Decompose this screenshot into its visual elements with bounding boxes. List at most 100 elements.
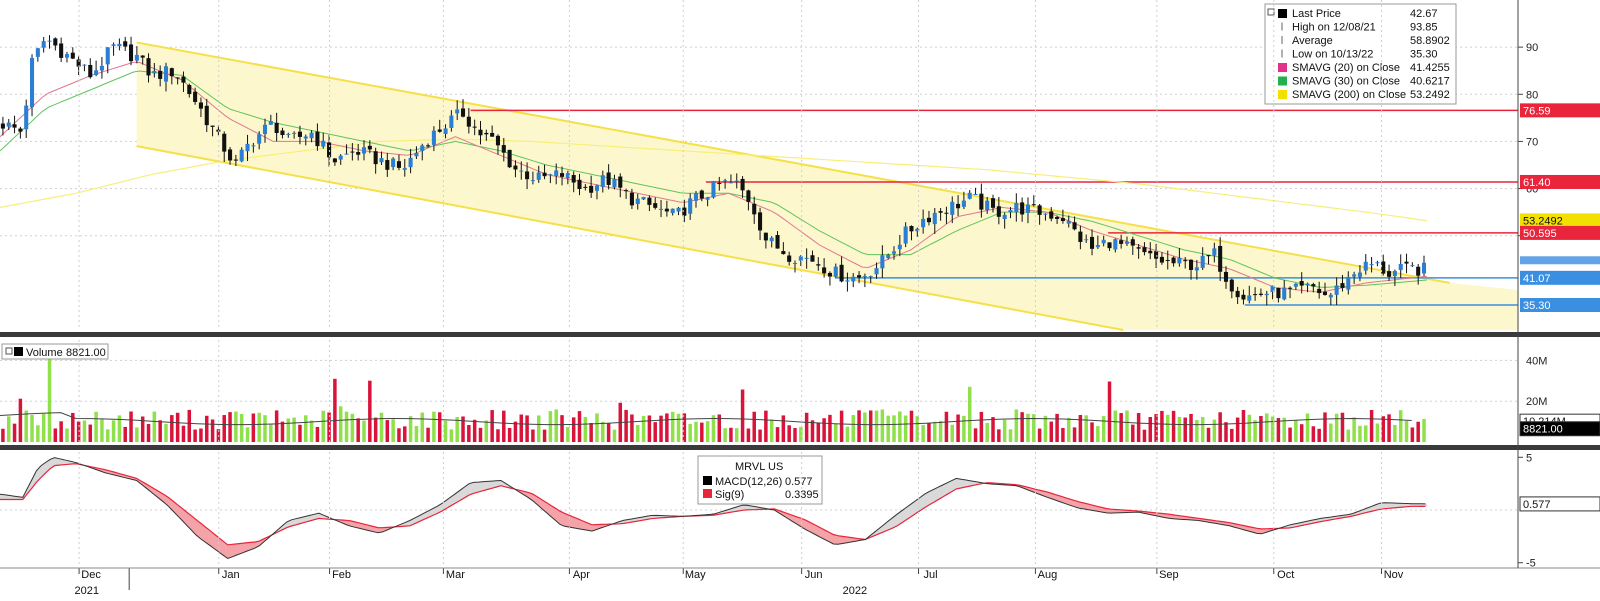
legend-value: 8821.00: [66, 347, 106, 359]
candle-body: [758, 212, 763, 231]
candle: [257, 131, 262, 150]
candle: [554, 163, 559, 185]
volume-bar: [921, 425, 925, 442]
candle-body: [507, 149, 512, 168]
candle: [699, 189, 704, 202]
candle: [1322, 282, 1328, 296]
candle: [1381, 254, 1386, 276]
candle-body: [1334, 285, 1339, 295]
candle: [996, 196, 1001, 225]
volume-bar: [1410, 427, 1415, 442]
volume-bar: [601, 421, 605, 442]
legend-label: Average: [1292, 35, 1333, 47]
legend-swatch: [1278, 90, 1287, 99]
candle: [542, 164, 547, 180]
x-tick-label: Jun: [805, 569, 823, 581]
candle: [1084, 234, 1089, 244]
candle-body: [1410, 265, 1415, 267]
candle: [1247, 285, 1252, 304]
candle: [926, 210, 931, 226]
candle-body: [932, 212, 937, 225]
candle: [822, 258, 827, 278]
candle: [1154, 243, 1159, 269]
candle: [676, 206, 681, 216]
candle: [664, 200, 669, 217]
candle: [723, 178, 728, 189]
candle: [589, 175, 594, 198]
candle: [350, 143, 355, 161]
volume-bar: [205, 415, 209, 442]
volume-bar: [1323, 412, 1327, 442]
volume-bar: [845, 426, 850, 442]
candle-body: [548, 174, 553, 176]
x-tick-label: Feb: [332, 569, 351, 581]
candle: [717, 176, 722, 191]
candle-body: [1363, 261, 1368, 271]
price-tag-box: [1520, 213, 1600, 228]
volume-bar: [222, 415, 226, 442]
candle: [64, 51, 70, 63]
candle-body: [1357, 272, 1362, 277]
volume-bar: [1055, 413, 1059, 442]
x-tick-label: Nov: [1384, 569, 1404, 581]
candle-body: [1212, 248, 1217, 256]
volume-bar: [525, 415, 529, 442]
candle: [193, 87, 198, 105]
candle: [641, 196, 646, 201]
candle: [152, 63, 157, 78]
macd-line: [0, 457, 1426, 560]
volume-bar: [1253, 420, 1257, 442]
candle: [688, 193, 693, 220]
candle: [490, 125, 495, 137]
volume-bar: [327, 412, 331, 442]
candle-body: [12, 124, 17, 128]
candle: [117, 38, 122, 51]
volume-bar: [338, 406, 343, 442]
candle-body: [1130, 239, 1135, 246]
candle-body: [629, 192, 634, 206]
volume-bar: [94, 411, 98, 442]
candle-body: [810, 255, 815, 262]
candle: [891, 246, 897, 260]
candle: [705, 196, 710, 207]
volume-bar: [1177, 416, 1182, 442]
candle-body: [1276, 287, 1281, 299]
volume-bar: [536, 415, 541, 442]
volume-bar: [566, 427, 570, 442]
candle-body: [717, 182, 722, 184]
candle: [950, 196, 955, 224]
volume-bar: [729, 427, 733, 442]
candle: [734, 173, 739, 189]
price-tag-box: [1520, 174, 1600, 189]
legend-expand-icon: [5, 347, 13, 355]
volume-bar: [892, 415, 896, 442]
volume-bar: [432, 411, 436, 442]
candle: [536, 165, 541, 183]
candle: [1369, 256, 1374, 273]
candle-body: [624, 190, 629, 192]
volume-bar: [1084, 415, 1088, 442]
candle: [571, 171, 576, 193]
candle-body: [1171, 257, 1176, 264]
candle-body: [1253, 294, 1258, 296]
x-tick-label: Mar: [446, 569, 465, 581]
candle-body: [926, 217, 931, 223]
candle: [1200, 247, 1205, 270]
volume-bar: [373, 417, 378, 442]
candle-body: [1020, 202, 1025, 215]
volume-bar: [641, 415, 646, 442]
candle-body: [1392, 270, 1397, 277]
candle-body: [332, 158, 337, 163]
candle: [775, 231, 780, 249]
candle: [460, 99, 466, 118]
volume-bar: [915, 416, 920, 442]
candle: [1148, 242, 1153, 260]
candle-body: [967, 192, 972, 199]
volume-bar: [391, 419, 395, 442]
legend-entry: Low on 10/13/22 35.30: [1281, 49, 1438, 61]
volume-bar: [234, 411, 238, 442]
candle: [385, 153, 390, 177]
candle: [787, 251, 792, 266]
legend-swatch: [703, 489, 712, 498]
